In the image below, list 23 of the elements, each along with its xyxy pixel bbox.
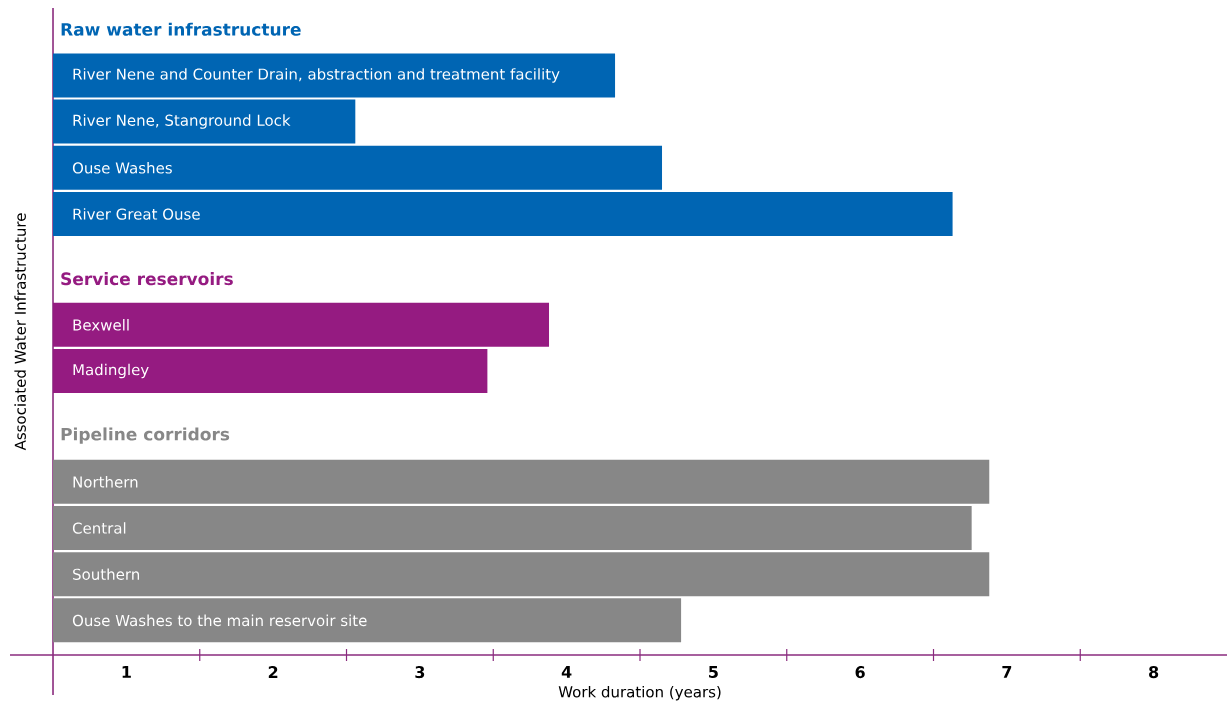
y-tick-label: Southern xyxy=(73,568,140,580)
x-tick-label: 1 xyxy=(122,666,131,678)
x-tick-label: 6 xyxy=(855,666,865,679)
y-tick-label: Bexwell xyxy=(73,319,129,331)
y-tick-label: Northern xyxy=(73,476,138,488)
y-tick-label: River Nene, Stanground Lock xyxy=(73,114,291,129)
y-tick-label: Central xyxy=(72,522,126,534)
x-tick-label: 8 xyxy=(1149,666,1159,679)
y-tick-label: Ouse Washes xyxy=(72,161,172,174)
y-tick-label: Madingley xyxy=(73,363,149,379)
y-axis-title: Associated Water Infrastructure xyxy=(14,213,26,451)
series-label: Raw water infrastructure xyxy=(61,22,301,36)
series-label: Pipeline corridors xyxy=(61,427,230,444)
y-tick-label: River Nene and Counter Drain, abstraction and treatment facility xyxy=(73,68,560,83)
y-tick-label: Ouse Washes to the main reservoir site xyxy=(72,614,367,627)
x-tick-label: 2 xyxy=(268,666,278,678)
x-tick-label: 3 xyxy=(415,666,425,679)
series-label: Service reservoirs xyxy=(61,272,233,286)
y-tick-label: River Great Ouse xyxy=(73,208,200,220)
x-axis-title: Work duration (years) xyxy=(558,685,721,701)
x-tick-label: 5 xyxy=(709,666,718,678)
x-tick-label: 7 xyxy=(1002,666,1012,678)
x-tick-label: 4 xyxy=(561,666,572,678)
